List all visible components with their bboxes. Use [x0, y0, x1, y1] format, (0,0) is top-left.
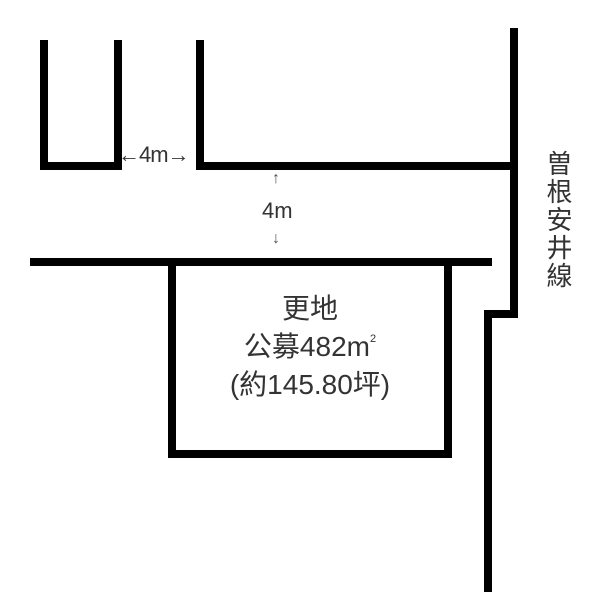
- line-top-gap-right-v: [196, 40, 204, 170]
- plot-line2-sup: 2: [370, 333, 376, 345]
- main-road-upper: [510, 28, 518, 318]
- road-width-value: 4m: [262, 198, 293, 224]
- plot-line2-value: 482: [300, 331, 347, 362]
- plot-line2-prefix: 公募: [244, 331, 300, 362]
- main-road-lower: [484, 310, 492, 592]
- plot-left: [168, 258, 176, 458]
- line-lower-road: [30, 258, 492, 266]
- plot-line2: 公募482m2: [176, 328, 444, 366]
- road-width-arrow-up: ↑: [272, 170, 280, 188]
- gap-width-label: ←4m→: [118, 142, 189, 168]
- plot-bottom: [168, 450, 452, 458]
- line-top-left-v: [40, 40, 48, 170]
- plot-line3: (約145.80坪): [176, 366, 444, 404]
- lot-diagram: ←4m→ ↑ 4m ↓ 更地 公募482m2 (約145.80坪) 曽根安井線: [0, 0, 600, 600]
- road-width-arrow-down: ↓: [272, 230, 280, 248]
- line-top-left-h: [40, 162, 122, 170]
- plot-text: 更地 公募482m2 (約145.80坪): [176, 290, 444, 403]
- road-name-label: 曽根安井線: [540, 150, 577, 290]
- line-top-right-h: [196, 162, 510, 170]
- plot-right: [444, 258, 452, 458]
- plot-line1: 更地: [176, 290, 444, 328]
- plot-line2-unit: m: [347, 331, 370, 362]
